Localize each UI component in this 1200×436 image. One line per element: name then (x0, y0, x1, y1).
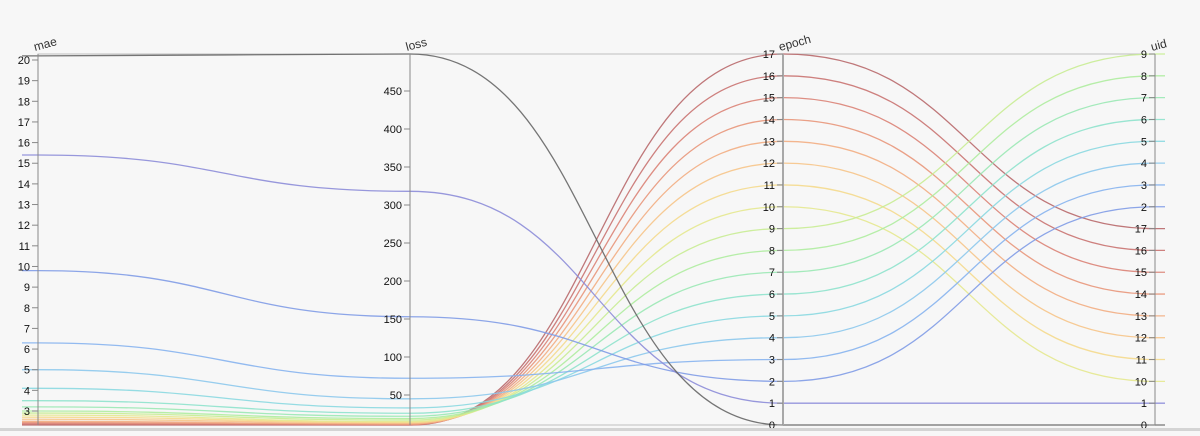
tick-label: 4 (1141, 158, 1147, 170)
data-line-uid-10[interactable] (22, 206, 1165, 423)
axis-title-mae[interactable]: mae (32, 34, 58, 54)
tick-label: 2 (769, 376, 775, 388)
tick-label: 0 (1141, 420, 1147, 431)
tick-label: 15 (1135, 267, 1147, 279)
tick-label: 9 (1141, 49, 1147, 61)
data-line-uid-5[interactable] (22, 140, 1165, 409)
tick-label: 5 (769, 311, 775, 323)
tick-label: 10 (763, 202, 775, 214)
tick-label: 7 (24, 323, 30, 335)
tick-label: 400 (384, 124, 402, 136)
tick-label: 3 (1141, 180, 1147, 192)
data-line-uid-1[interactable] (22, 154, 1165, 404)
data-line-uid-2[interactable] (22, 206, 1165, 383)
tick-label: 12 (763, 158, 775, 170)
axis-loss[interactable]: 50 100 150 200 250 300 350 400 450 loss (384, 35, 429, 425)
tick-label: 13 (1135, 311, 1147, 323)
tick-label: 0 (769, 420, 775, 431)
tick-label: 8 (769, 245, 775, 257)
tick-label: 150 (384, 314, 402, 326)
tick-label: 10 (18, 261, 30, 273)
data-line-uid-7[interactable] (22, 96, 1165, 417)
data-line-uid-0[interactable] (22, 53, 1165, 426)
data-line-uid-4[interactable] (22, 162, 1165, 400)
tick-label: 13 (763, 136, 775, 148)
tick-label: 6 (769, 289, 775, 301)
axes: 34567891011121314151617181920mae50100150… (18, 32, 1168, 432)
data-line-uid-15[interactable] (22, 96, 1165, 426)
tick-label: 200 (384, 276, 402, 288)
tick-label: 19 (18, 76, 30, 88)
tick-label: 7 (1141, 93, 1147, 105)
tick-label: 15 (763, 93, 775, 105)
tick-label: 17 (18, 117, 30, 129)
tick-label: 20 (18, 55, 30, 67)
bottom-scrollbar-edge (0, 428, 1200, 431)
tick-label: 300 (384, 200, 402, 212)
data-line-uid-6[interactable] (22, 118, 1165, 414)
tick-label: 16 (18, 138, 30, 150)
data-line-uid-8[interactable] (22, 75, 1165, 420)
tick-label: 50 (390, 390, 402, 402)
tick-label: 12 (1135, 333, 1147, 345)
tick-label: 18 (18, 96, 30, 108)
tick-label: 16 (763, 71, 775, 83)
data-line-uid-9[interactable] (22, 53, 1165, 421)
tick-label: 450 (384, 86, 402, 98)
tick-label: 11 (1136, 355, 1147, 367)
data-line-uid-14[interactable] (22, 118, 1165, 425)
tick-label: 9 (24, 282, 30, 294)
tick-label: 1 (769, 398, 775, 410)
tick-label: 8 (1141, 71, 1147, 83)
tick-label: 14 (763, 114, 775, 126)
tick-label: 100 (384, 352, 402, 364)
tick-label: 4 (24, 385, 30, 397)
tick-label: 350 (384, 162, 402, 174)
tick-label: 3 (24, 406, 30, 418)
tick-label: 11 (764, 180, 775, 192)
tick-label: 7 (769, 267, 775, 279)
data-line-uid-3[interactable] (22, 184, 1165, 379)
tick-label: 17 (763, 49, 775, 61)
tick-label: 10 (1135, 376, 1147, 388)
tick-label: 13 (18, 200, 30, 212)
tick-label: 15 (18, 158, 30, 170)
tick-label: 6 (24, 344, 30, 356)
tick-label: 17 (1135, 224, 1147, 236)
tick-label: 14 (1135, 289, 1147, 301)
tick-label: 2 (1141, 202, 1147, 214)
tick-label: 16 (1135, 245, 1147, 257)
axis-title-loss[interactable]: loss (404, 35, 428, 54)
tick-label: 8 (24, 303, 30, 315)
tick-label: 12 (18, 220, 30, 232)
tick-label: 5 (1141, 136, 1147, 148)
tick-label: 3 (769, 355, 775, 367)
tick-label: 6 (1141, 114, 1147, 126)
tick-label: 14 (18, 179, 30, 191)
tick-label: 1 (1141, 398, 1147, 410)
tick-label: 9 (769, 224, 775, 236)
tick-label: 4 (769, 333, 775, 345)
tick-label: 250 (384, 238, 402, 250)
axis-title-epoch[interactable]: epoch (777, 32, 812, 54)
data-line-uid-11[interactable] (22, 184, 1165, 424)
tick-label: 5 (24, 365, 30, 377)
data-lines (22, 53, 1165, 426)
data-line-uid-16[interactable] (22, 75, 1165, 426)
axis-title-uid[interactable]: uid (1149, 36, 1168, 54)
tick-label: 11 (19, 241, 30, 253)
